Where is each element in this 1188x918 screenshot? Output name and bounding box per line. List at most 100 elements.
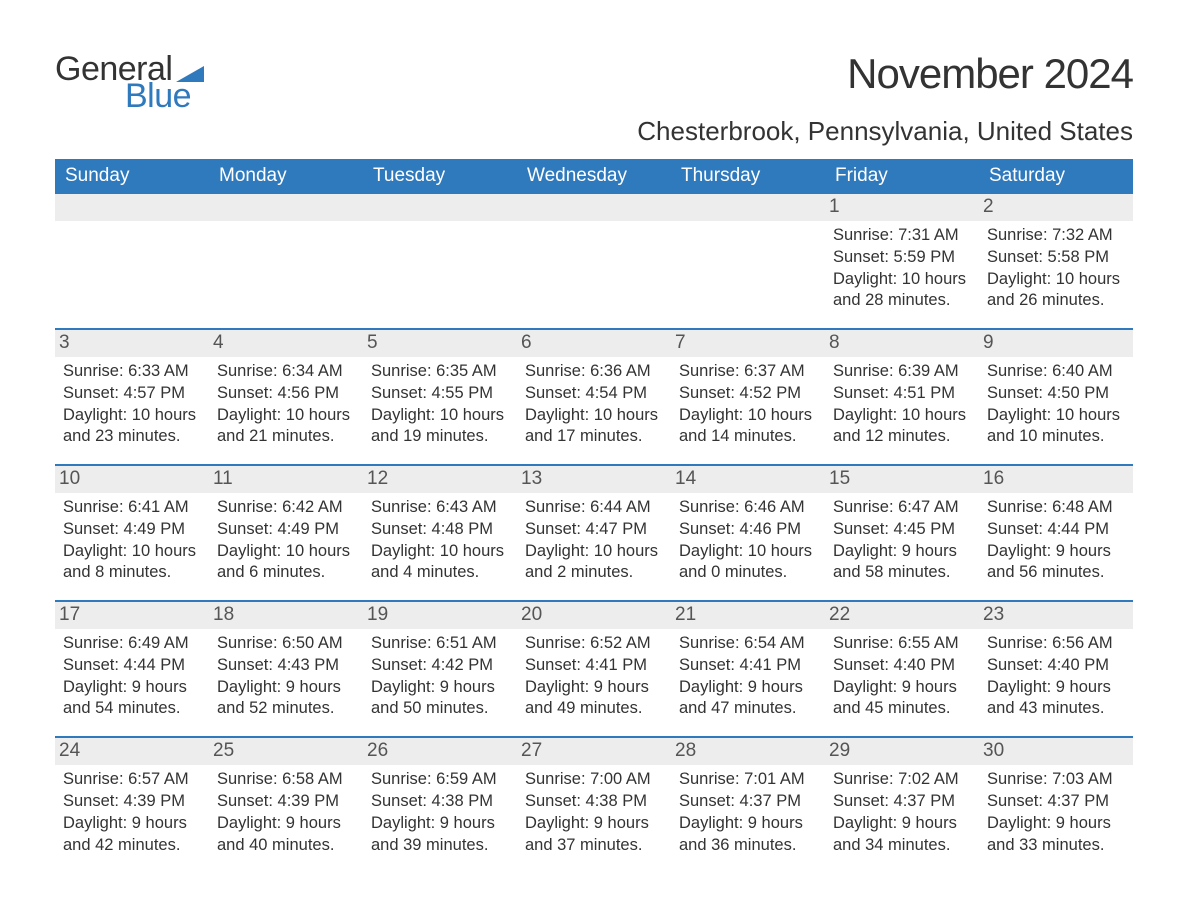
sunset-text: Sunset: 4:50 PM bbox=[987, 383, 1125, 405]
daylight-text: Daylight: 9 hours bbox=[525, 813, 663, 835]
day-number: 17 bbox=[55, 602, 209, 629]
sunrise-text: Sunrise: 6:36 AM bbox=[525, 361, 663, 383]
sunrise-text: Sunrise: 6:58 AM bbox=[217, 769, 355, 791]
daylight-text: Daylight: 10 hours bbox=[833, 269, 971, 291]
daylight-text: Daylight: 10 hours bbox=[371, 541, 509, 563]
daylight-text: and 40 minutes. bbox=[217, 835, 355, 857]
sunset-text: Sunset: 4:43 PM bbox=[217, 655, 355, 677]
daylight-text: and 49 minutes. bbox=[525, 698, 663, 720]
sunset-text: Sunset: 4:39 PM bbox=[63, 791, 201, 813]
day-number: 25 bbox=[209, 738, 363, 765]
daylight-text: Daylight: 9 hours bbox=[371, 677, 509, 699]
daylight-text: Daylight: 10 hours bbox=[987, 269, 1125, 291]
daylight-text: and 56 minutes. bbox=[987, 562, 1125, 584]
location-subtitle: Chesterbrook, Pennsylvania, United State… bbox=[637, 116, 1133, 147]
header: General Blue November 2024 Chesterbrook,… bbox=[55, 50, 1133, 147]
sunset-text: Sunset: 4:37 PM bbox=[679, 791, 817, 813]
title-block: November 2024 Chesterbrook, Pennsylvania… bbox=[637, 50, 1133, 147]
sunset-text: Sunset: 4:38 PM bbox=[371, 791, 509, 813]
daylight-text: and 42 minutes. bbox=[63, 835, 201, 857]
calendar-day: 28 Sunrise: 7:01 AMSunset: 4:37 PMDayligh… bbox=[671, 738, 825, 872]
sunset-text: Sunset: 4:39 PM bbox=[217, 791, 355, 813]
sunrise-text: Sunrise: 7:01 AM bbox=[679, 769, 817, 791]
calendar-day: 17Sunrise: 6:49 AMSunset: 4:44 PMDayligh… bbox=[55, 602, 209, 736]
calendar-week: 1Sunrise: 7:31 AMSunset: 5:59 PMDaylight… bbox=[55, 194, 1133, 328]
sunrise-text: Sunrise: 6:34 AM bbox=[217, 361, 355, 383]
day-number: 29 bbox=[825, 738, 979, 765]
daylight-text: and 33 minutes. bbox=[987, 835, 1125, 857]
sunrise-text: Sunrise: 6:50 AM bbox=[217, 633, 355, 655]
daylight-text: Daylight: 9 hours bbox=[833, 677, 971, 699]
daylight-text: and 12 minutes. bbox=[833, 426, 971, 448]
day-number: 12 bbox=[363, 466, 517, 493]
calendar-day: 22 Sunrise: 6:55 AMSunset: 4:40 PMDayligh… bbox=[825, 602, 979, 736]
sunset-text: Sunset: 4:52 PM bbox=[679, 383, 817, 405]
sunset-text: Sunset: 4:57 PM bbox=[63, 383, 201, 405]
calendar: SundayMondayTuesdayWednesdayThursdayFrid… bbox=[55, 159, 1133, 872]
calendar-day: 12Sunrise: 6:43 AMSunset: 4:48 PMDayligh… bbox=[363, 466, 517, 600]
sunrise-text: Sunrise: 7:31 AM bbox=[833, 225, 971, 247]
daylight-text: and 39 minutes. bbox=[371, 835, 509, 857]
daylight-text: Daylight: 9 hours bbox=[679, 813, 817, 835]
sunset-text: Sunset: 4:38 PM bbox=[525, 791, 663, 813]
empty-day-header bbox=[517, 194, 671, 221]
sunset-text: Sunset: 4:49 PM bbox=[63, 519, 201, 541]
logo: General Blue bbox=[55, 50, 204, 116]
day-number: 22 bbox=[825, 602, 979, 629]
day-number: 4 bbox=[209, 330, 363, 357]
daylight-text: Daylight: 10 hours bbox=[679, 541, 817, 563]
sunrise-text: Sunrise: 6:47 AM bbox=[833, 497, 971, 519]
sunrise-text: Sunrise: 6:49 AM bbox=[63, 633, 201, 655]
sunrise-text: Sunrise: 6:55 AM bbox=[833, 633, 971, 655]
daylight-text: and 43 minutes. bbox=[987, 698, 1125, 720]
calendar-day: 21Sunrise: 6:54 AMSunset: 4:41 PMDayligh… bbox=[671, 602, 825, 736]
daylight-text: and 14 minutes. bbox=[679, 426, 817, 448]
daylight-text: and 52 minutes. bbox=[217, 698, 355, 720]
calendar-day: 10Sunrise: 6:41 AMSunset: 4:49 PMDayligh… bbox=[55, 466, 209, 600]
day-number: 6 bbox=[517, 330, 671, 357]
calendar-day: 23Sunrise: 6:56 AMSunset: 4:40 PMDayligh… bbox=[979, 602, 1133, 736]
sunset-text: Sunset: 4:47 PM bbox=[525, 519, 663, 541]
calendar-day: 18 Sunrise: 6:50 AMSunset: 4:43 PMDayligh… bbox=[209, 602, 363, 736]
calendar-day bbox=[363, 194, 517, 328]
sunrise-text: Sunrise: 6:37 AM bbox=[679, 361, 817, 383]
empty-day-header bbox=[363, 194, 517, 221]
daylight-text: Daylight: 9 hours bbox=[833, 541, 971, 563]
sunset-text: Sunset: 4:41 PM bbox=[679, 655, 817, 677]
sunrise-text: Sunrise: 6:35 AM bbox=[371, 361, 509, 383]
calendar-day: 2Sunrise: 7:32 AMSunset: 5:58 PMDaylight… bbox=[979, 194, 1133, 328]
sunset-text: Sunset: 4:45 PM bbox=[833, 519, 971, 541]
calendar-week: 17Sunrise: 6:49 AMSunset: 4:44 PMDayligh… bbox=[55, 600, 1133, 736]
day-number: 13 bbox=[517, 466, 671, 493]
calendar-day: 13Sunrise: 6:44 AMSunset: 4:47 PMDayligh… bbox=[517, 466, 671, 600]
daylight-text: Daylight: 9 hours bbox=[679, 677, 817, 699]
calendar-day: 29Sunrise: 7:02 AMSunset: 4:37 PMDayligh… bbox=[825, 738, 979, 872]
calendar-day: 30Sunrise: 7:03 AMSunset: 4:37 PMDayligh… bbox=[979, 738, 1133, 872]
sunset-text: Sunset: 4:40 PM bbox=[833, 655, 971, 677]
daylight-text: Daylight: 9 hours bbox=[987, 813, 1125, 835]
daylight-text: and 50 minutes. bbox=[371, 698, 509, 720]
day-number: 28 bbox=[671, 738, 825, 765]
calendar-day: 19Sunrise: 6:51 AMSunset: 4:42 PMDayligh… bbox=[363, 602, 517, 736]
sunset-text: Sunset: 4:41 PM bbox=[525, 655, 663, 677]
calendar-week: 24Sunrise: 6:57 AMSunset: 4:39 PMDayligh… bbox=[55, 736, 1133, 872]
daylight-text: Daylight: 9 hours bbox=[217, 677, 355, 699]
sunset-text: Sunset: 4:54 PM bbox=[525, 383, 663, 405]
calendar-day bbox=[55, 194, 209, 328]
weekday-header: Sunday bbox=[55, 159, 209, 194]
calendar-day: 11Sunrise: 6:42 AMSunset: 4:49 PMDayligh… bbox=[209, 466, 363, 600]
empty-day-header bbox=[671, 194, 825, 221]
calendar-day: 7Sunrise: 6:37 AMSunset: 4:52 PMDaylight… bbox=[671, 330, 825, 464]
sunset-text: Sunset: 4:56 PM bbox=[217, 383, 355, 405]
sunrise-text: Sunrise: 6:52 AM bbox=[525, 633, 663, 655]
daylight-text: Daylight: 10 hours bbox=[525, 405, 663, 427]
calendar-day bbox=[209, 194, 363, 328]
empty-day-header bbox=[209, 194, 363, 221]
sunrise-text: Sunrise: 6:57 AM bbox=[63, 769, 201, 791]
weekday-header-row: SundayMondayTuesdayWednesdayThursdayFrid… bbox=[55, 159, 1133, 194]
sunrise-text: Sunrise: 6:40 AM bbox=[987, 361, 1125, 383]
daylight-text: Daylight: 10 hours bbox=[679, 405, 817, 427]
calendar-week: 3Sunrise: 6:33 AMSunset: 4:57 PMDaylight… bbox=[55, 328, 1133, 464]
day-number: 18 bbox=[209, 602, 363, 629]
daylight-text: and 58 minutes. bbox=[833, 562, 971, 584]
